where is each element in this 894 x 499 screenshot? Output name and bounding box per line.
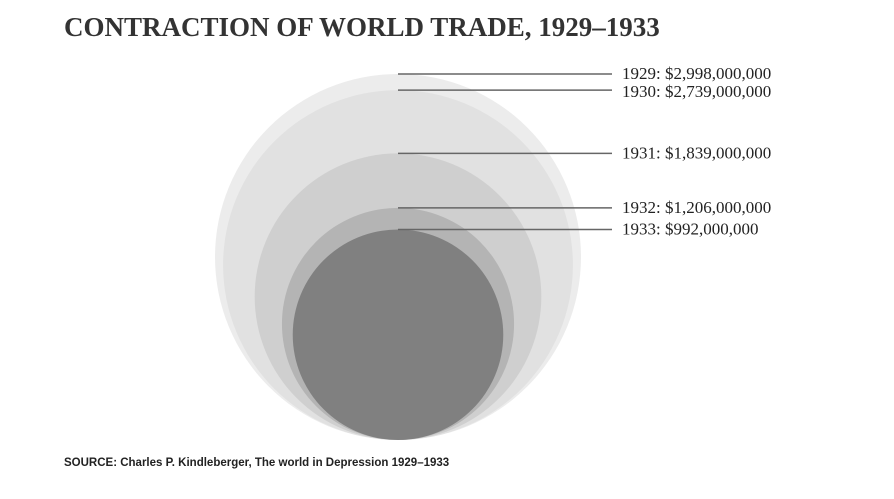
circle-1933 [292, 229, 504, 440]
label-1933: 1933: $992,000,000 [622, 219, 758, 238]
label-1930: 1930: $2,739,000,000 [622, 82, 771, 101]
circles-layer [215, 74, 581, 441]
label-1931: 1931: $1,839,000,000 [622, 143, 771, 162]
chart-title: CONTRACTION OF WORLD TRADE, 1929–1933 [64, 12, 660, 42]
label-1929: 1929: $2,998,000,000 [622, 64, 771, 83]
label-1932: 1932: $1,206,000,000 [622, 198, 771, 217]
source-note: SOURCE: Charles P. Kindleberger, The wor… [64, 457, 450, 469]
leader-lines-layer [398, 73, 612, 231]
